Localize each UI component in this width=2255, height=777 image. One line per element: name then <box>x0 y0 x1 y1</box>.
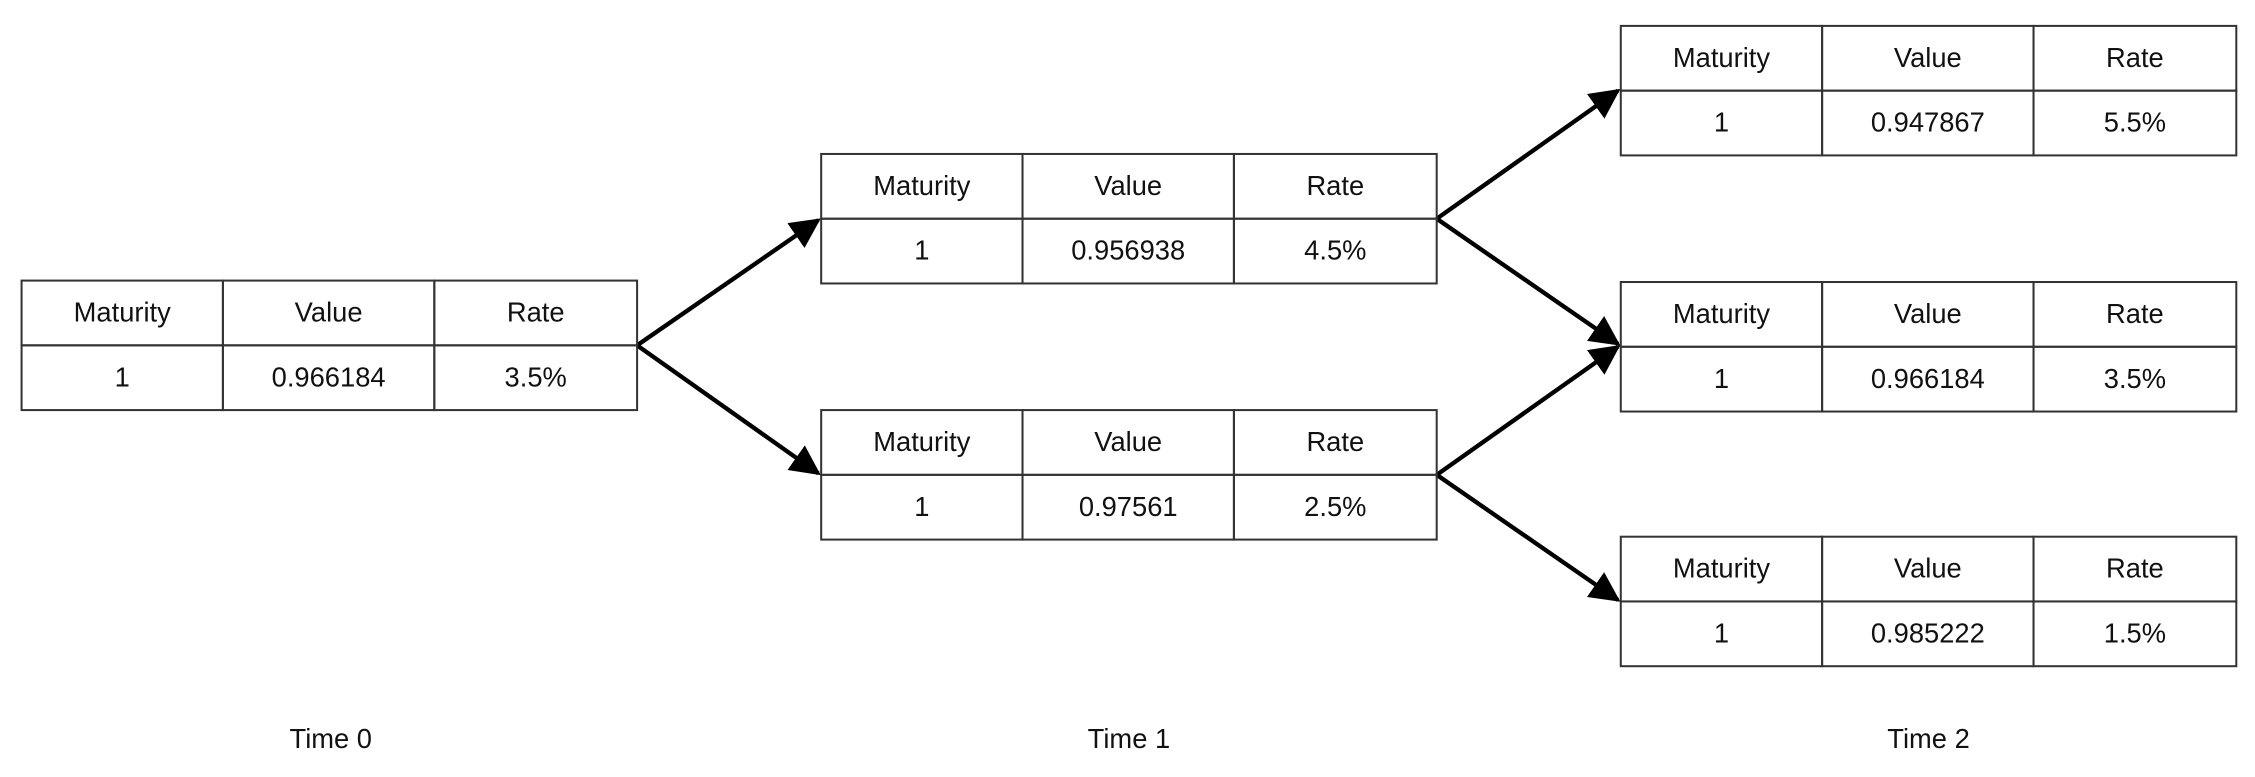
header-text: Maturity <box>1673 553 1770 584</box>
data-cell <box>433 344 639 412</box>
cell-text: 0.966184 <box>1871 363 1985 394</box>
header-text: Rate <box>2106 553 2164 584</box>
node-table: Maturity 1 Value 0.97561 Rate 2.5% <box>820 409 1438 541</box>
header-text: Rate <box>1306 426 1364 457</box>
arrow <box>1435 473 1621 602</box>
arrow <box>1435 345 1621 477</box>
header-text: Maturity <box>1673 42 1770 73</box>
cell-text: 3.5% <box>2104 363 2166 394</box>
arrow <box>635 218 821 348</box>
node-table: Maturity 1 Value 0.947867 Rate 5.5% <box>1619 24 2238 157</box>
cell-text: 2.5% <box>1304 491 1366 522</box>
cell-text: 1.5% <box>2104 617 2166 648</box>
header-text: Rate <box>507 297 565 328</box>
cell-text: 0.966184 <box>272 361 386 392</box>
cell-text: 0.97561 <box>1079 491 1178 522</box>
node-table: Maturity 1 Value 0.966184 Rate 3.5% <box>1619 281 2238 413</box>
node-table: Maturity 1 Value 0.956938 Rate 4.5% <box>820 152 1438 285</box>
header-text: Value <box>1894 553 1962 584</box>
header-text: Rate <box>2106 42 2164 73</box>
header-text: Value <box>295 297 363 328</box>
data-cell <box>2032 345 2238 413</box>
header-text: Value <box>1894 42 1962 73</box>
arrow <box>1435 216 1621 346</box>
time-label: Time 0 <box>290 723 372 754</box>
cell-text: 1 <box>914 235 929 266</box>
header-text: Maturity <box>873 170 970 201</box>
cell-text: 1 <box>1714 617 1729 648</box>
data-cell <box>2032 600 2238 668</box>
cell-text: 1 <box>914 491 929 522</box>
arrows <box>635 88 1621 602</box>
cell-text: 1 <box>115 361 130 392</box>
cell-text: 3.5% <box>505 361 567 392</box>
arrow <box>1435 88 1621 221</box>
data-cell <box>1232 473 1438 541</box>
header-text: Rate <box>2106 298 2164 329</box>
cell-text: 1 <box>1714 363 1729 394</box>
cell-text: 1 <box>1714 107 1729 138</box>
cell-text: 4.5% <box>1304 235 1366 266</box>
arrow <box>635 343 821 476</box>
header-text: Value <box>1094 170 1162 201</box>
cell-text: 0.947867 <box>1871 107 1985 138</box>
node-table: Maturity 1 Value 0.966184 Rate 3.5% <box>20 279 639 412</box>
cell-text: 5.5% <box>2104 107 2166 138</box>
header-text: Maturity <box>74 297 171 328</box>
cell-text: 0.985222 <box>1871 617 1985 648</box>
header-text: Value <box>1894 298 1962 329</box>
header-text: Value <box>1094 426 1162 457</box>
header-text: Rate <box>1306 170 1364 201</box>
time-label: Time 1 <box>1088 723 1170 754</box>
data-cell <box>2032 89 2238 157</box>
time-label: Time 2 <box>1887 723 1969 754</box>
data-cell <box>1232 217 1438 285</box>
node-table: Maturity 1 Value 0.985222 Rate 1.5% <box>1619 535 2238 668</box>
cell-text: 0.956938 <box>1071 235 1185 266</box>
header-text: Maturity <box>873 426 970 457</box>
header-text: Maturity <box>1673 298 1770 329</box>
